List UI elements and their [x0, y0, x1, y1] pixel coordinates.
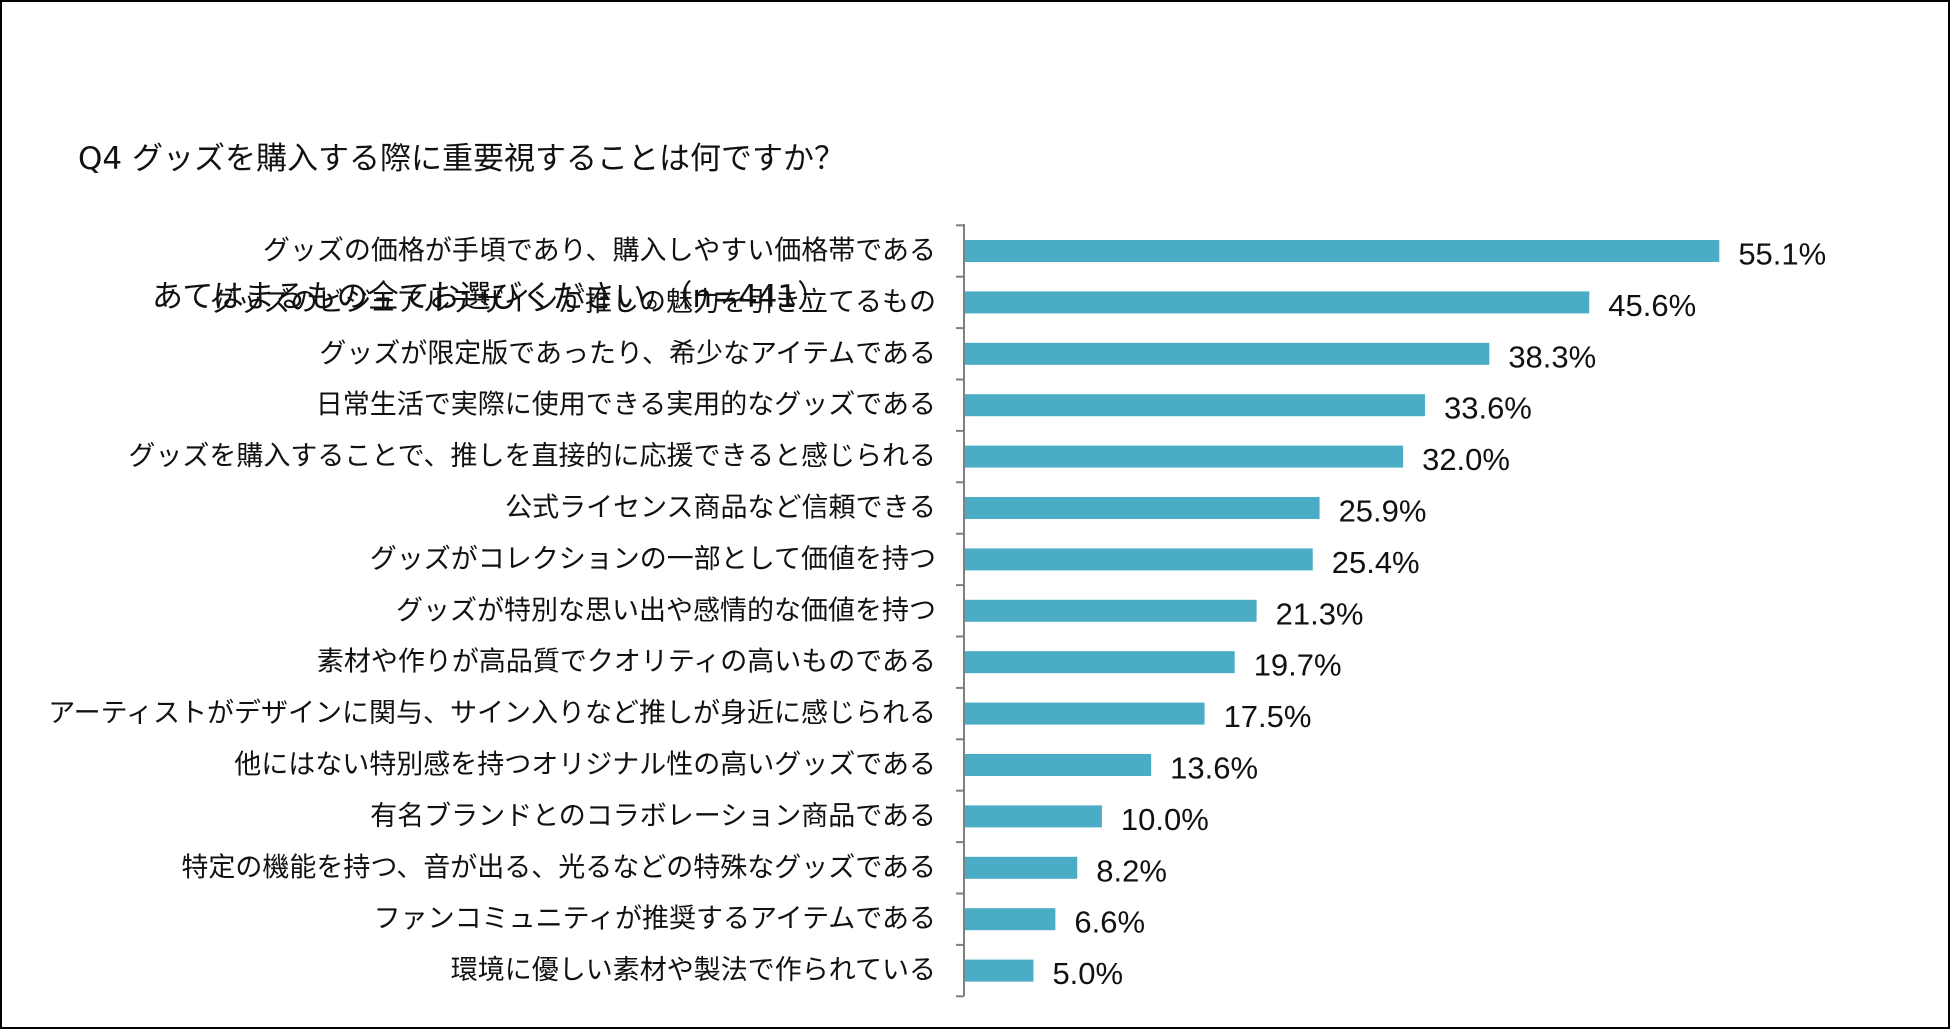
bar — [965, 856, 1078, 879]
data-label: 10.0% — [1121, 802, 1209, 837]
data-label: 17.5% — [1224, 699, 1312, 734]
data-label: 13.6% — [1170, 751, 1258, 786]
bar — [965, 908, 1056, 931]
data-label: 5.0% — [1052, 956, 1123, 991]
data-label: 25.9% — [1339, 494, 1427, 529]
category-label: グッズが特別な思い出や感情的な価値を持つ — [396, 595, 936, 626]
category-label: 他にはない特別感を持つオリジナル性の高いグッズである — [234, 750, 936, 781]
bar — [965, 754, 1152, 776]
bar — [965, 805, 1102, 828]
bar — [965, 959, 1034, 982]
data-label: 38.3% — [1508, 339, 1596, 374]
data-label: 19.7% — [1254, 648, 1342, 683]
category-label: グッズの価格が手頃であり、購入しやすい価格帯である — [263, 236, 936, 267]
bar — [965, 497, 1320, 519]
bar — [965, 599, 1257, 622]
data-label: 8.2% — [1096, 853, 1167, 888]
bar — [965, 342, 1490, 365]
category-label: 素材や作りが高品質でクオリティの高いものである — [317, 647, 936, 678]
chart-title-line-2: あてはまるもの全てお選びください。（n=441） — [152, 279, 829, 315]
category-label: アーティストがデザインに関与、サイン入りなど推しが身近に感じられる — [48, 698, 936, 729]
category-label: 有名ブランドとのコラボレーション商品である — [370, 801, 936, 832]
bar — [965, 445, 1404, 468]
data-label: 25.4% — [1332, 545, 1420, 580]
data-label: 55.1% — [1738, 237, 1826, 272]
category-label: 日常生活で実際に使用できる実用的なグッズである — [316, 390, 936, 421]
chart-title-line-1: Q4 グッズを購入する際に重要視することは何ですか？ — [78, 141, 845, 177]
data-label: 33.6% — [1444, 391, 1532, 426]
bar — [965, 291, 1590, 314]
category-label: グッズがコレクションの一部として価値を持つ — [370, 544, 936, 575]
category-label: 公式ライセンス商品など信頼できる — [505, 493, 936, 524]
data-label: 6.6% — [1074, 905, 1145, 940]
category-label: グッズのビジュアルデザインが推しの魅力を引き立てるもの — [210, 287, 936, 318]
category-label: 特定の機能を持つ、音が出る、光るなどの特殊なグッズである — [181, 852, 936, 883]
category-label: ファンコミュニティが推奨するアイテムである — [374, 904, 936, 935]
bar — [965, 548, 1313, 571]
chart-title: Q4 グッズを購入する際に重要視することは何ですか？ あてはまるもの全てお選びく… — [78, 44, 845, 366]
category-label: グッズが限定版であったり、希少なアイテムである — [319, 338, 936, 369]
category-label: グッズを購入することで、推しを直接的に応援できると感じられる — [128, 441, 936, 472]
bar — [965, 651, 1235, 674]
bar — [965, 240, 1720, 262]
bar — [965, 394, 1425, 417]
data-label: 45.6% — [1608, 288, 1696, 323]
data-label: 32.0% — [1422, 442, 1510, 477]
category-label: 環境に優しい素材や製法で作られている — [451, 955, 936, 986]
data-label: 21.3% — [1276, 596, 1364, 631]
bar — [965, 702, 1205, 725]
